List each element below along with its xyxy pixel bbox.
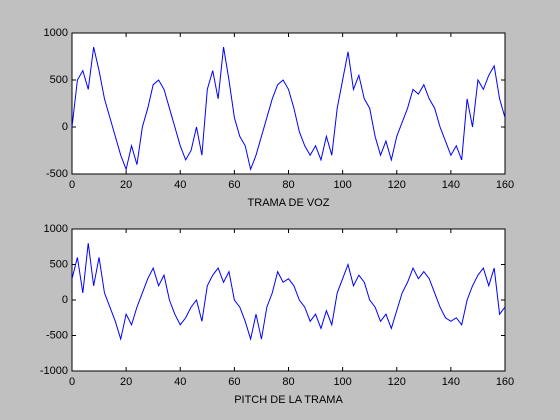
data-line [71, 46, 506, 172]
x-tick-label: 140 [442, 179, 460, 191]
x-tick-label: 40 [174, 376, 186, 388]
x-tick-label: 20 [120, 179, 132, 191]
x-axis-label: PITCH DE LA TRAMA [234, 394, 343, 406]
x-tick-label: 140 [442, 376, 460, 388]
y-tick-label: 0 [62, 294, 68, 306]
plot-area [71, 228, 506, 372]
data-line [71, 243, 506, 342]
y-tick-label: -500 [46, 168, 68, 180]
x-axis-label: TRAMA DE VOZ [248, 197, 330, 209]
x-tick-label: 80 [282, 376, 294, 388]
x-tick-label: 0 [69, 179, 75, 191]
x-tick-label: 20 [120, 376, 132, 388]
y-tick-label: 0 [62, 121, 68, 133]
y-tick-label: 1000 [44, 27, 68, 39]
x-tick-label: 160 [496, 376, 514, 388]
x-tick-label: 100 [333, 376, 351, 388]
y-tick-label: 500 [50, 258, 68, 270]
x-tick-label: 0 [69, 376, 75, 388]
x-tick-label: 120 [388, 376, 406, 388]
y-tick-label: 1000 [44, 223, 68, 235]
x-tick-label: 80 [282, 179, 294, 191]
x-tick-label: 160 [496, 179, 514, 191]
x-tick-label: 60 [228, 376, 240, 388]
x-tick-label: 60 [228, 179, 240, 191]
plot-area [71, 32, 506, 175]
x-tick-label: 100 [333, 179, 351, 191]
y-tick-label: -500 [46, 329, 68, 341]
y-tick-label: -1000 [40, 365, 68, 377]
x-tick-label: 120 [388, 179, 406, 191]
x-tick-label: 40 [174, 179, 186, 191]
y-tick-label: 500 [50, 74, 68, 86]
